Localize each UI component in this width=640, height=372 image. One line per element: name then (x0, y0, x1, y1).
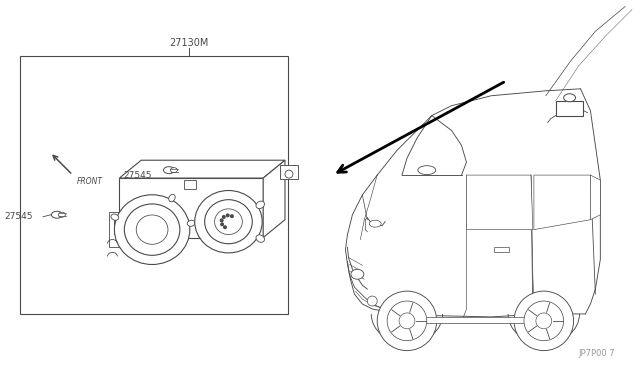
Text: 27545: 27545 (124, 171, 152, 180)
Circle shape (230, 215, 233, 218)
Ellipse shape (115, 195, 190, 264)
Circle shape (223, 216, 225, 218)
Text: JP7P00 7: JP7P00 7 (579, 349, 615, 358)
Circle shape (285, 170, 293, 178)
Ellipse shape (169, 194, 175, 202)
Ellipse shape (418, 166, 436, 174)
Ellipse shape (256, 201, 264, 209)
Bar (556, 101, 584, 116)
Circle shape (524, 301, 564, 341)
Polygon shape (120, 160, 285, 178)
Circle shape (514, 291, 573, 351)
Ellipse shape (58, 212, 65, 217)
Ellipse shape (111, 214, 118, 220)
Bar (20, 56, 288, 314)
Bar (184, 180, 196, 189)
Circle shape (399, 313, 415, 329)
Ellipse shape (195, 190, 262, 253)
Ellipse shape (351, 269, 364, 279)
Polygon shape (263, 160, 285, 238)
Circle shape (224, 226, 227, 228)
Circle shape (536, 313, 552, 329)
Circle shape (387, 301, 427, 341)
Polygon shape (534, 175, 591, 230)
Circle shape (220, 219, 223, 222)
Circle shape (227, 214, 229, 217)
Ellipse shape (205, 200, 252, 244)
Ellipse shape (256, 235, 264, 242)
Text: FRONT: FRONT (77, 177, 103, 186)
Polygon shape (591, 175, 600, 220)
Polygon shape (109, 212, 120, 247)
Ellipse shape (170, 168, 177, 173)
Circle shape (221, 223, 223, 225)
Ellipse shape (163, 167, 175, 174)
Ellipse shape (124, 204, 180, 255)
Ellipse shape (214, 209, 243, 234)
Polygon shape (467, 175, 533, 230)
Ellipse shape (51, 211, 62, 218)
Circle shape (377, 291, 436, 351)
Ellipse shape (564, 94, 575, 102)
Ellipse shape (136, 215, 168, 244)
Bar (280, 165, 298, 179)
Text: 27545: 27545 (4, 212, 33, 221)
Bar (417, 317, 531, 323)
Circle shape (367, 296, 377, 306)
Bar (115, 220, 126, 234)
Text: 27130M: 27130M (169, 38, 209, 48)
Bar (120, 178, 263, 238)
Ellipse shape (369, 220, 381, 227)
Bar (494, 247, 509, 253)
Ellipse shape (188, 220, 195, 226)
